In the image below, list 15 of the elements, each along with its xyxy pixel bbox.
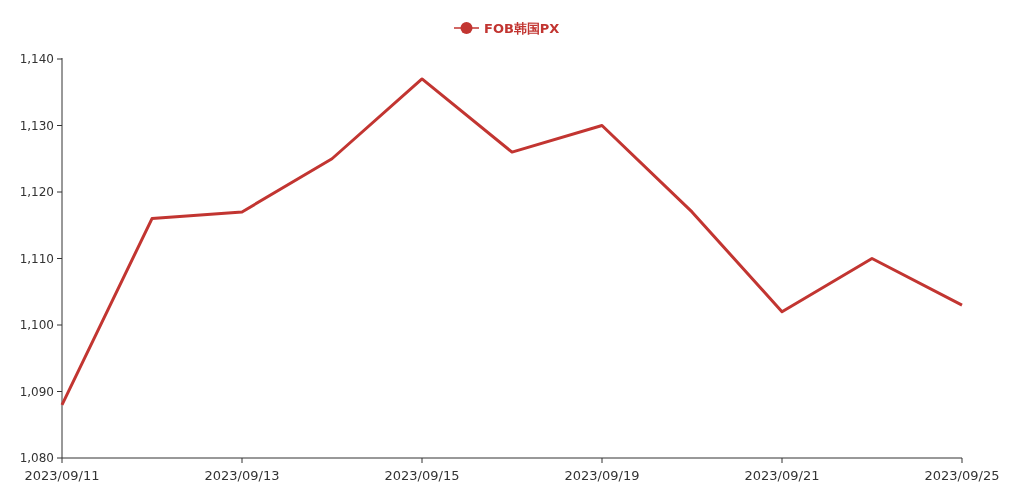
y-tick-label: 1,100 <box>19 318 54 332</box>
x-tick-label: 2023/09/13 <box>204 468 280 483</box>
x-tick-label: 2023/09/11 <box>24 468 100 483</box>
legend: FOB韩国PX <box>453 21 560 36</box>
x-tick-label: 2023/09/21 <box>744 468 820 483</box>
y-tick-label: 1,090 <box>19 384 54 399</box>
x-tick-label: 2023/09/15 <box>384 468 460 483</box>
y-tick-label: 1,140 <box>19 52 54 66</box>
x-tick-label: 2023/09/19 <box>564 468 640 483</box>
y-tick-label: 1,080 <box>19 451 54 465</box>
y-tick-label: 1,130 <box>19 118 54 133</box>
x-tick-label: 2023/09/25 <box>924 468 1000 483</box>
legend-label: FOB韩国PX <box>484 21 560 36</box>
y-tick-label: 1,110 <box>19 251 54 266</box>
y-tick-label: 1,120 <box>19 185 54 199</box>
